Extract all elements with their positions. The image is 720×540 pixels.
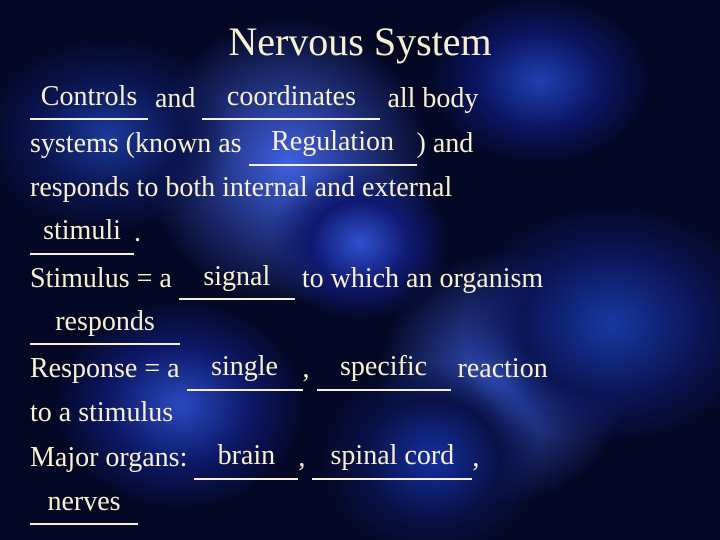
fill-coordinates: coordinates <box>227 75 356 118</box>
text-comma3: , <box>472 442 479 473</box>
text-systems-known: systems (known as <box>30 128 249 159</box>
blank-specific: specific <box>317 345 451 390</box>
fill-specific: specific <box>340 345 427 388</box>
blank-nerves: nerves <box>30 480 138 525</box>
fill-single: single <box>211 345 278 388</box>
blank-coordinates: coordinates <box>202 75 380 120</box>
slide-title: Nervous System <box>30 18 690 65</box>
blank-signal: signal <box>179 255 295 300</box>
text-major-organs: Major organs: <box>30 442 194 473</box>
slide-body: Controls and coordinates all body system… <box>30 75 690 525</box>
blank-regulation: Regulation <box>249 120 417 165</box>
fill-regulation: Regulation <box>271 120 394 163</box>
text-stimulus-eq: Stimulus = a <box>30 263 179 294</box>
text-comma1: , <box>303 353 317 384</box>
blank-spinal-cord: spinal cord <box>312 434 472 479</box>
text-all-body: all body <box>380 83 478 114</box>
text-comma2: , <box>298 442 312 473</box>
fill-spinal-cord: spinal cord <box>331 434 455 477</box>
text-to-which: to which an organism <box>295 263 543 294</box>
blank-stimuli: stimuli <box>30 209 134 254</box>
fill-signal: signal <box>203 255 270 298</box>
text-period1: . <box>134 217 141 248</box>
blank-brain: brain <box>194 434 298 479</box>
slide-content: Nervous System Controls and coordinates … <box>0 0 720 540</box>
blank-controls: Controls <box>30 75 148 120</box>
text-and: and <box>148 83 202 114</box>
fill-nerves: nerves <box>47 480 120 523</box>
fill-brain: brain <box>218 434 276 477</box>
text-paren-and: ) and <box>417 128 474 159</box>
blank-responds: responds <box>30 300 180 345</box>
text-reaction: reaction <box>451 353 548 384</box>
blank-single: single <box>187 345 303 390</box>
fill-controls: Controls <box>41 75 137 118</box>
text-responds-both: responds to both internal and external <box>30 172 452 203</box>
fill-stimuli: stimuli <box>43 209 121 252</box>
text-response-eq: Response = a <box>30 353 187 384</box>
text-to-a-stimulus: to a stimulus <box>30 397 173 428</box>
fill-responds: responds <box>55 300 155 343</box>
